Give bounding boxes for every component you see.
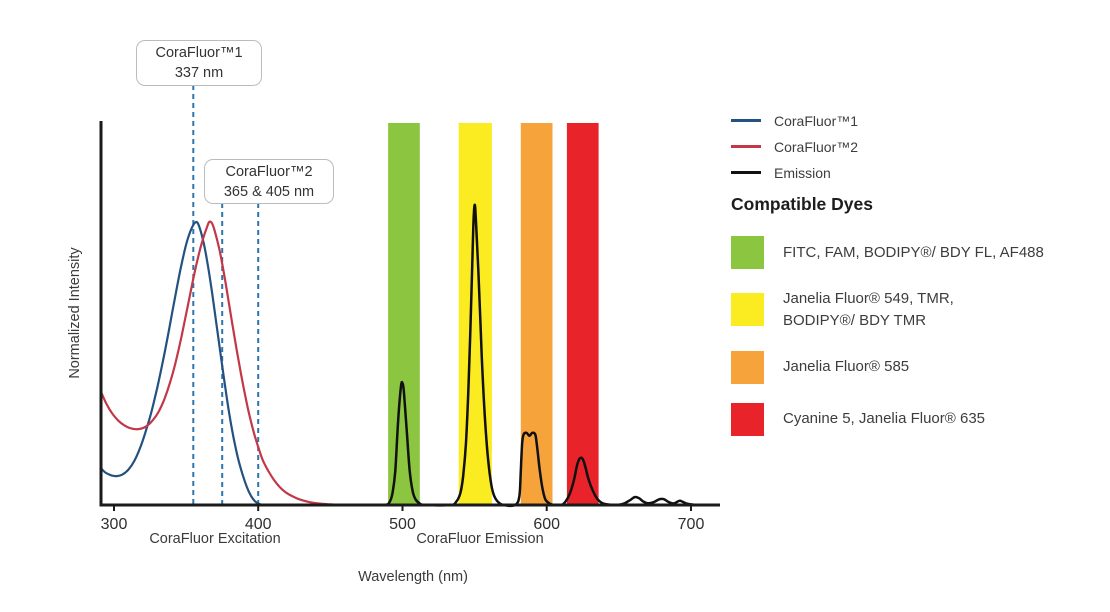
- filter-green-band: [388, 123, 420, 505]
- legend-label-corafluor2: CoraFluor™2: [774, 138, 859, 155]
- x-tick-label-500: 500: [389, 516, 416, 533]
- spectra-chart: 300 400 500 600 700: [99, 85, 720, 533]
- yellow-filter-swatch: [731, 293, 764, 327]
- red-filter-swatch: [731, 402, 764, 436]
- callout-corafluor2: CoraFluor™2 365 & 405 nm: [204, 159, 334, 204]
- dye-label-red: Cyanine 5, Janelia Fluor® 635: [783, 410, 986, 428]
- legend-label-corafluor1: CoraFluor™1: [774, 112, 859, 129]
- orange-filter-swatch: [731, 350, 764, 384]
- callout-corafluor1: CoraFluor™1 337 nm: [136, 40, 262, 86]
- filter-red-band: [566, 123, 599, 505]
- legend-row-emission: Emission: [731, 162, 858, 183]
- emission-region-label: CoraFluor Emission: [416, 531, 544, 547]
- callout-corafluor2-wavelength: 365 & 405 nm: [223, 183, 315, 200]
- dye-row-yellow: Janelia Fluor® 549, TMR, BODIPY®/ BDY TM…: [731, 288, 1101, 332]
- corafluor2-line-swatch: [731, 145, 761, 148]
- dye-row-green: FITC, FAM, BODIPY®/ BDY FL, AF488: [731, 236, 1101, 269]
- legend-label-emission: Emission: [774, 164, 831, 181]
- emission-line-swatch: [731, 171, 761, 174]
- dye-row-orange: Janelia Fluor® 585: [731, 350, 1101, 384]
- compatible-dyes-heading: Compatible Dyes: [731, 194, 873, 214]
- callout-corafluor1-name: CoraFluor™1: [155, 45, 243, 61]
- dye-label-green: FITC, FAM, BODIPY®/ BDY FL, AF488: [783, 243, 1044, 261]
- legend-row-corafluor1: CoraFluor™1: [731, 110, 858, 131]
- green-filter-swatch: [731, 236, 764, 269]
- callout-corafluor1-wavelength: 337 nm: [174, 65, 224, 81]
- corafluor1-excitation-curve: [99, 220, 266, 507]
- dye-row-red: Cyanine 5, Janelia Fluor® 635: [731, 402, 1101, 436]
- series-legend: CoraFluor™1 CoraFluor™2 Emission: [731, 110, 858, 188]
- compatible-dyes-panel: Compatible Dyes FITC, FAM, BODIPY®/ BDY …: [731, 194, 1101, 455]
- legend-row-corafluor2: CoraFluor™2: [731, 136, 858, 157]
- corafluor1-line-swatch: [731, 119, 761, 122]
- x-tick-label-300: 300: [101, 516, 128, 533]
- x-tick-label-700: 700: [678, 516, 705, 533]
- excitation-region-label: CoraFluor Excitation: [149, 531, 281, 547]
- corafluor2-excitation-curve: [99, 220, 354, 507]
- dye-label-orange: Janelia Fluor® 585: [783, 358, 910, 376]
- y-axis-label: Normalized Intensity: [67, 247, 83, 379]
- x-tick-label-400: 400: [245, 516, 272, 533]
- x-tick-label-600: 600: [533, 516, 560, 533]
- dye-label-yellow: Janelia Fluor® 549, TMR, BODIPY®/ BDY TM…: [783, 290, 954, 329]
- callout-corafluor2-name: CoraFluor™2: [225, 163, 313, 180]
- x-axis-label: Wavelength (nm): [358, 569, 468, 585]
